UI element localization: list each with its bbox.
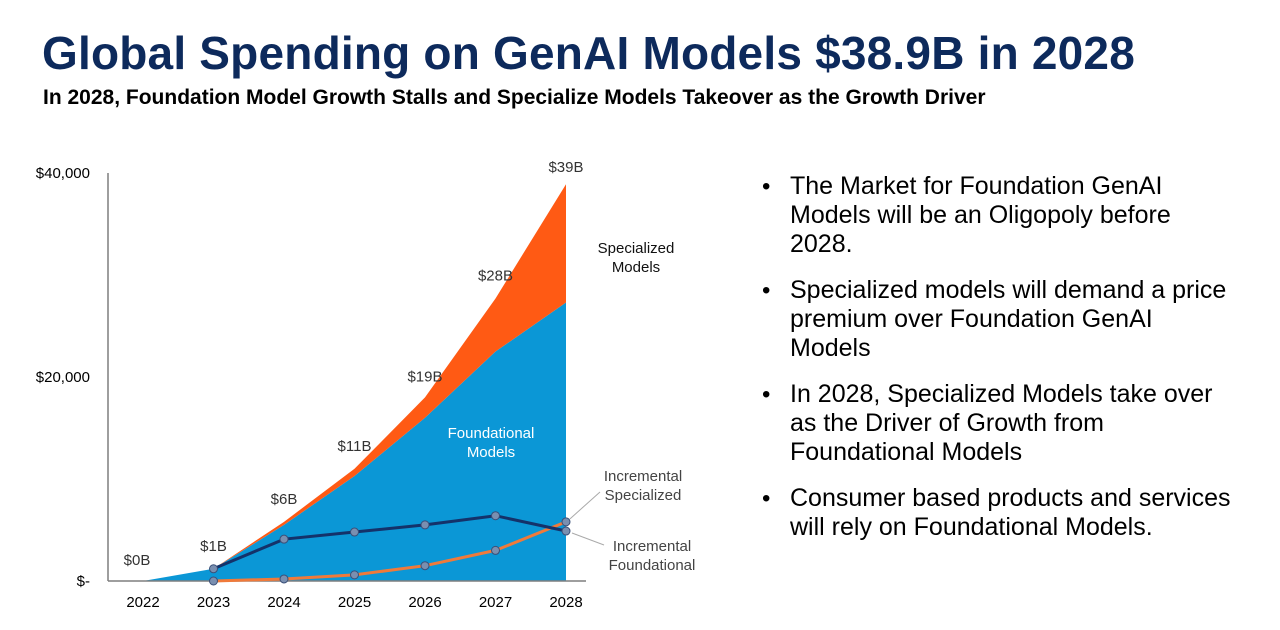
incremental-specialized-label: Incremental <box>604 468 682 485</box>
incremental-foundational-line <box>212 514 567 571</box>
foundational-area <box>143 302 566 581</box>
incremental-specialized-point <box>350 570 359 580</box>
incremental-foundational-point <box>491 511 500 521</box>
incremental-foundational-point <box>279 534 289 544</box>
incremental-foundational-label: Foundational <box>609 557 696 574</box>
incremental-specialized-point <box>209 576 218 586</box>
total-data-label: $0B <box>124 552 151 569</box>
x-tick-label: 2025 <box>338 594 371 611</box>
total-data-label: $19B <box>407 368 442 385</box>
leader-line-specialized <box>569 491 601 520</box>
specialized-models-label: Specialized <box>598 240 675 257</box>
incremental-specialized-point <box>420 561 430 571</box>
bullet-growth-driver: In 2028, Specialized Models take over as… <box>760 380 1240 467</box>
incremental-specialized-label: Specialized <box>605 487 682 504</box>
incremental-specialized-point <box>491 545 500 555</box>
x-tick-label: 2028 <box>549 594 582 611</box>
x-tick-label: 2022 <box>126 594 159 611</box>
foundational-models-label: Foundational <box>448 425 535 442</box>
x-tick-label: 2026 <box>408 594 441 611</box>
incremental-specialized-line <box>213 520 567 583</box>
specialized-models-label: Models <box>612 259 660 276</box>
total-data-label: $39B <box>548 159 583 176</box>
total-data-label: $28B <box>478 267 513 284</box>
incremental-foundational-point <box>209 564 218 574</box>
y-tick-label: $- <box>77 573 90 590</box>
key-points-list: The Market for Foundation GenAI Models w… <box>760 172 1240 559</box>
incremental-foundational-point <box>420 520 430 530</box>
incremental-foundational-point <box>561 526 571 536</box>
spending-area-chart: $- $20,000 $40,000 2022 2023 2024 2025 2026 2027… <box>36 159 696 611</box>
incremental-foundational-point <box>350 527 359 537</box>
leader-line-foundational <box>571 532 605 546</box>
page-subtitle: In 2028, Foundation Model Growth Stalls … <box>43 86 986 109</box>
bullet-oligopoly: The Market for Foundation GenAI Models w… <box>760 172 1240 259</box>
page-title: Global Spending on GenAI Models $38.9B i… <box>42 27 1135 79</box>
incremental-specialized-point <box>561 517 571 527</box>
bullet-price-premium: Specialized models will demand a price p… <box>760 276 1240 363</box>
incremental-foundational-label: Incremental <box>613 538 691 555</box>
x-tick-label: 2027 <box>479 594 512 611</box>
total-data-label: $11B <box>338 438 372 455</box>
total-data-label: $1B <box>200 538 227 555</box>
y-tick-label: $40,000 <box>36 165 90 182</box>
x-tick-label: 2023 <box>197 594 230 611</box>
total-data-label: $6B <box>271 491 298 508</box>
y-tick-label: $20,000 <box>36 369 90 386</box>
incremental-specialized-point <box>279 574 289 584</box>
x-tick-label: 2024 <box>267 594 300 611</box>
bullet-consumer-products: Consumer based products and services wil… <box>760 484 1240 542</box>
foundational-models-label: Models <box>467 444 515 461</box>
